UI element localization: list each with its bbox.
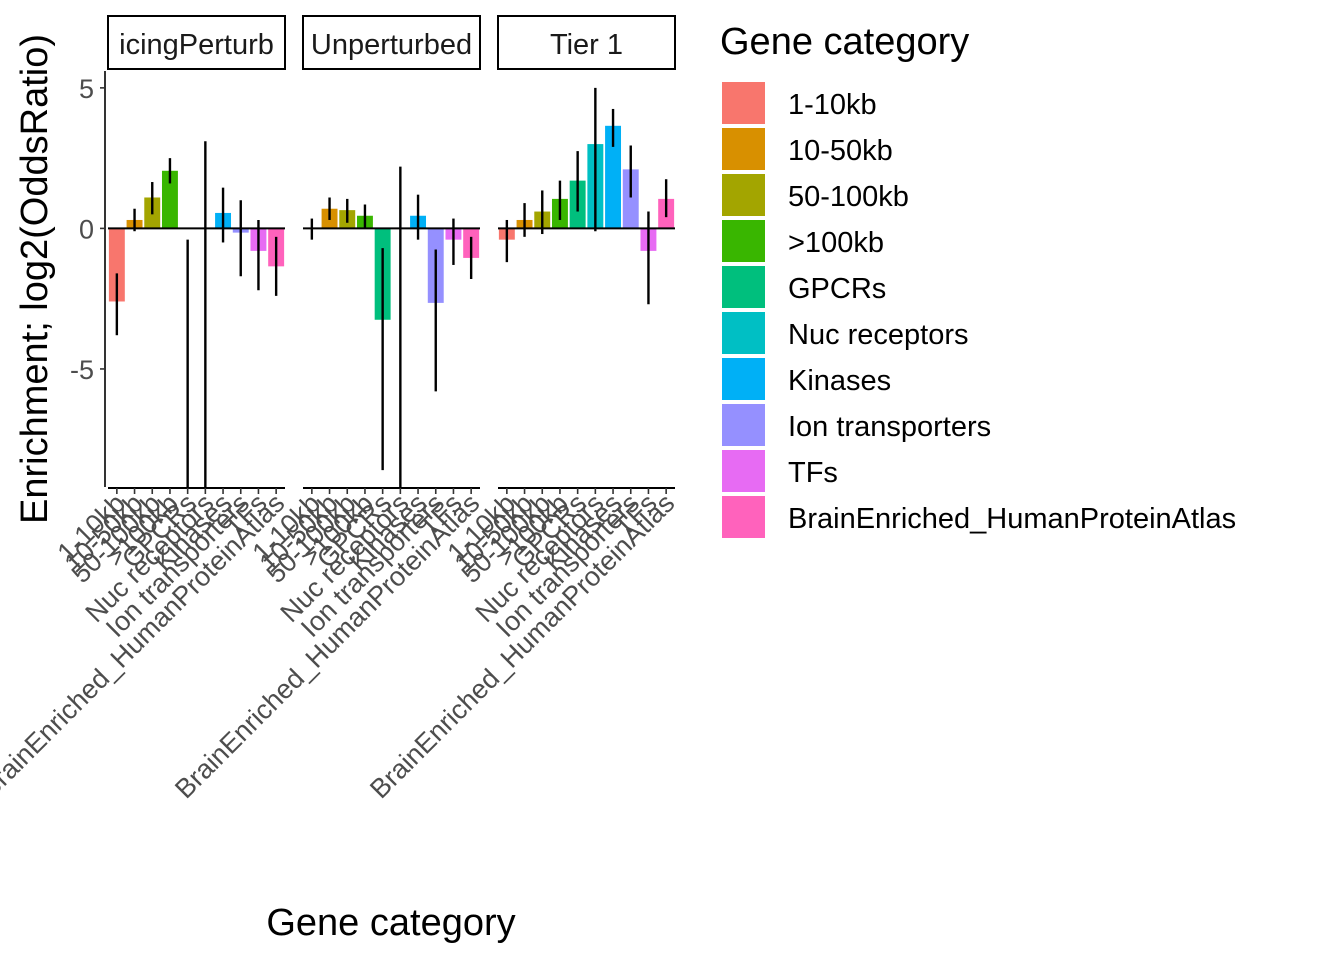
- legend-swatch: [722, 312, 765, 354]
- facet-strip-label: Unperturbed: [311, 29, 472, 61]
- y-tick-label: 0: [79, 214, 94, 244]
- bar: [605, 125, 622, 229]
- legend-entries: 1-10kb 10-50kb 50-100kb >100kb GPCRs Nuc rece…: [722, 82, 1236, 538]
- bar: [108, 228, 125, 302]
- legend-entry: >100kb: [722, 220, 884, 262]
- legend-swatch: [722, 404, 765, 446]
- legend-entry: TFs: [722, 450, 838, 492]
- facet-strip-label: icingPerturb: [119, 29, 274, 61]
- legend-label: >100kb: [788, 227, 884, 259]
- legend-label: BrainEnriched_HumanProteinAtlas: [788, 503, 1236, 535]
- legend-swatch: [722, 450, 765, 492]
- legend-label: GPCRs: [788, 273, 886, 305]
- legend-entry: GPCRs: [722, 266, 886, 308]
- legend-title: Gene category: [720, 21, 969, 63]
- facet-strip: [302, 15, 481, 70]
- legend: Gene category 1-10kb 10-50kb 50-100kb >100k…: [720, 21, 1236, 538]
- bar: [622, 169, 639, 229]
- legend-swatch: [722, 496, 765, 538]
- legend-label: Ion transporters: [788, 411, 991, 443]
- legend-label: 50-100kb: [788, 181, 909, 213]
- y-tick-label: 5: [79, 74, 94, 104]
- facet-strip: [497, 15, 676, 70]
- facet-panel: Unperturbed1-10kb10-50kb50-100kb>100kbGP…: [169, 15, 485, 804]
- legend-entry: 10-50kb: [722, 128, 893, 170]
- legend-entry: 50-100kb: [722, 174, 909, 216]
- legend-label: Kinases: [788, 365, 891, 397]
- legend-label: TFs: [788, 457, 838, 489]
- legend-swatch: [722, 358, 765, 400]
- facet-strip: [107, 15, 286, 70]
- panels: icingPerturb1-10kb10-50kb50-100kb>100kbG…: [0, 15, 680, 804]
- legend-entry: Nuc receptors: [722, 312, 969, 354]
- y-axis: 5 0 -5: [70, 71, 106, 487]
- legend-entry: BrainEnriched_HumanProteinAtlas: [722, 496, 1236, 538]
- legend-label: 10-50kb: [788, 135, 893, 167]
- facet-strip-label: Tier 1: [550, 29, 623, 61]
- x-axis-title: Gene category: [266, 902, 515, 944]
- y-ticks: 5 0 -5: [70, 74, 105, 385]
- legend-entry: 1-10kb: [722, 82, 877, 124]
- y-axis-title: Enrichment; log2(OddsRatio): [14, 34, 56, 524]
- legend-swatch: [722, 174, 765, 216]
- legend-entry: Kinases: [722, 358, 891, 400]
- legend-swatch: [722, 82, 765, 124]
- facet-panel: Tier 11-10kb10-50kb50-100kb>100kbGPCRsNu…: [364, 15, 680, 804]
- legend-entry: Ion transporters: [722, 404, 991, 446]
- bar: [161, 170, 178, 229]
- y-tick-label: -5: [70, 355, 94, 385]
- legend-swatch: [722, 128, 765, 170]
- legend-label: Nuc receptors: [788, 319, 969, 351]
- legend-swatch: [722, 266, 765, 308]
- legend-label: 1-10kb: [788, 89, 877, 121]
- legend-swatch: [722, 220, 765, 262]
